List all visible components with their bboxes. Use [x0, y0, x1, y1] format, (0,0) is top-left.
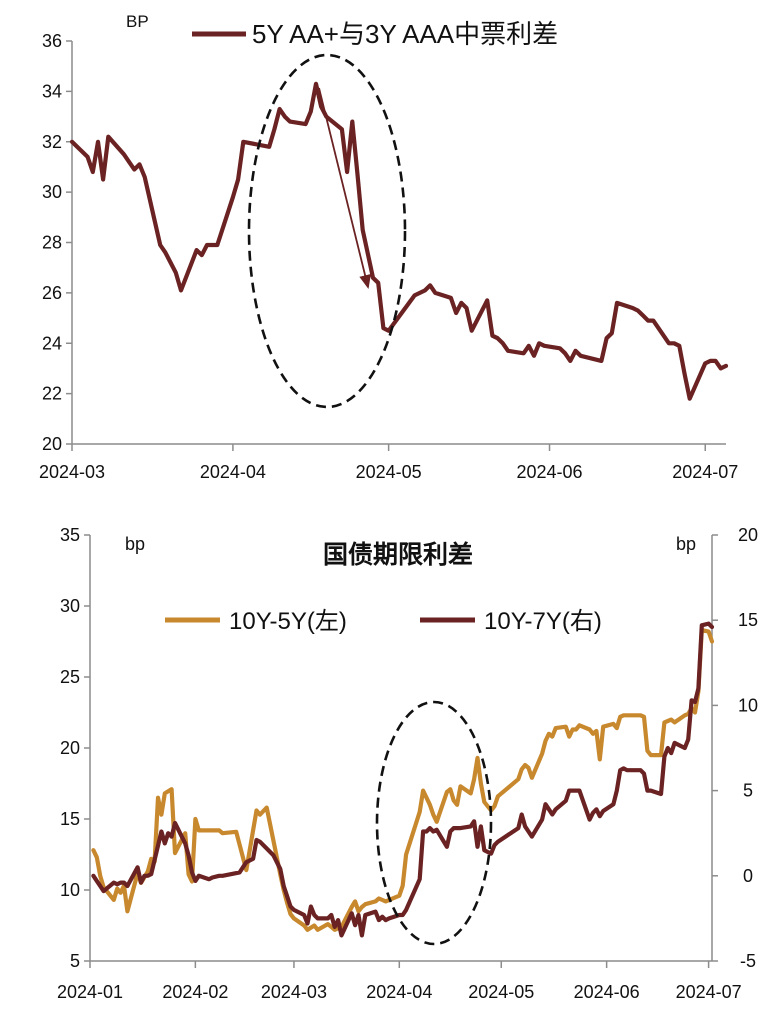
x-tick-label: 2024-07 [672, 462, 738, 482]
y-tick-label: 5 [70, 951, 80, 971]
x-tick-label: 2024-05 [356, 462, 422, 482]
x-axis-ticks: 2024-01 2024-02 2024-03 2024-04 2024-05 2024-… [57, 961, 742, 1002]
y-tick-label: 20 [60, 738, 80, 758]
y-tick-label: 30 [42, 182, 62, 202]
y-tick-label: 22 [42, 384, 62, 404]
series-lines [91, 621, 715, 938]
legend-label: 5Y AA+与3Y AAA中票利差 [252, 19, 558, 49]
y-tick-label: 36 [42, 31, 62, 51]
chart-credit-spread: 20 22 24 26 28 30 32 34 36 2024-03 2024-04 2024-05… [39, 12, 738, 482]
x-tick-label: 2024-06 [516, 462, 582, 482]
x-tick-label: 2024-07 [676, 982, 742, 1002]
left-y-axis-ticks: 5 10 15 20 25 30 35 [60, 525, 90, 971]
series-line-10y-7y [91, 621, 715, 938]
series-line-5y-aa-3y-aaa [69, 81, 729, 401]
y-tick-label: 10 [60, 880, 80, 900]
highlight-ellipse [375, 700, 493, 946]
y-tick-label: 24 [42, 333, 62, 353]
y-axis-unit: BP [126, 12, 149, 31]
y-tick-label: 20 [42, 434, 62, 454]
y-tick-label: 35 [60, 525, 80, 545]
x-tick-label: 2024-03 [39, 462, 105, 482]
chart-title: 国债期限利差 [323, 540, 473, 569]
x-tick-label: 2024-06 [574, 982, 640, 1002]
y2-tick-label: 20 [738, 525, 758, 545]
y-tick-label: 30 [60, 596, 80, 616]
y-axis-ticks: 20 22 24 26 28 30 32 34 36 [42, 31, 72, 454]
x-tick-label: 2024-01 [57, 982, 123, 1002]
y-tick-label: 25 [60, 667, 80, 687]
highlight-ellipse [247, 53, 407, 409]
x-axis-ticks: 2024-03 2024-04 2024-05 2024-06 2024-07 [39, 444, 738, 482]
trend-arrow [318, 87, 371, 289]
y-tick-label: 26 [42, 283, 62, 303]
y-tick-label: 28 [42, 233, 62, 253]
series-lines [69, 81, 729, 401]
right-y-axis-ticks: -5 0 5 10 15 20 [712, 525, 758, 971]
right-y-axis-unit: bp [676, 534, 696, 554]
x-tick-label: 2024-05 [468, 982, 534, 1002]
series-line-10y-5y [91, 627, 715, 932]
x-tick-label: 2024-03 [261, 982, 327, 1002]
y2-tick-label: 0 [743, 866, 753, 886]
y-tick-label: 34 [42, 81, 62, 101]
y2-tick-label: 5 [743, 781, 753, 801]
y2-tick-label: -5 [740, 951, 756, 971]
legend-label-10y7y: 10Y-7Y(右) [484, 608, 602, 635]
x-tick-label: 2024-04 [366, 982, 432, 1002]
y-tick-label: 15 [60, 809, 80, 829]
y2-tick-label: 15 [738, 610, 758, 630]
x-tick-label: 2024-02 [162, 982, 228, 1002]
y2-tick-label: 10 [738, 695, 758, 715]
left-y-axis-unit: bp [125, 534, 145, 554]
y-tick-label: 32 [42, 132, 62, 152]
legend-label-10y5y: 10Y-5Y(左) [229, 608, 347, 635]
x-tick-label: 2024-04 [200, 462, 266, 482]
